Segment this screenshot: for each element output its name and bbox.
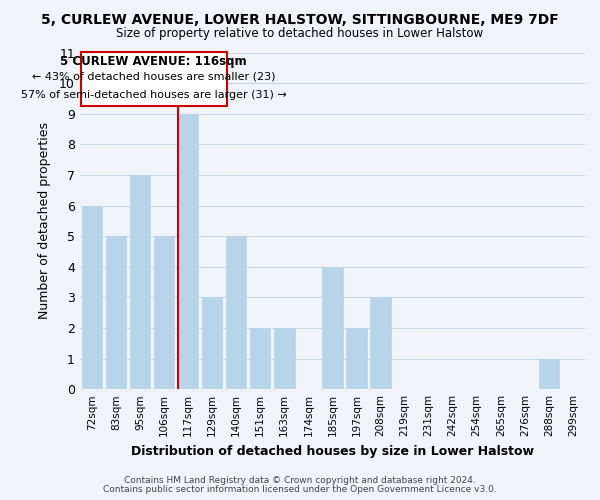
Bar — [539, 358, 559, 389]
Bar — [178, 114, 198, 389]
Bar — [274, 328, 295, 389]
X-axis label: Distribution of detached houses by size in Lower Halstow: Distribution of detached houses by size … — [131, 444, 534, 458]
Bar — [82, 206, 102, 389]
Text: 57% of semi-detached houses are larger (31) →: 57% of semi-detached houses are larger (… — [21, 90, 287, 100]
Bar — [226, 236, 247, 389]
Bar — [370, 298, 391, 389]
Y-axis label: Number of detached properties: Number of detached properties — [38, 122, 51, 320]
Bar — [81, 52, 227, 106]
Bar — [130, 175, 150, 389]
Text: Contains HM Land Registry data © Crown copyright and database right 2024.: Contains HM Land Registry data © Crown c… — [124, 476, 476, 485]
Bar — [250, 328, 271, 389]
Text: 5, CURLEW AVENUE, LOWER HALSTOW, SITTINGBOURNE, ME9 7DF: 5, CURLEW AVENUE, LOWER HALSTOW, SITTING… — [41, 12, 559, 26]
Text: Size of property relative to detached houses in Lower Halstow: Size of property relative to detached ho… — [116, 28, 484, 40]
Bar — [322, 267, 343, 389]
Text: 5 CURLEW AVENUE: 116sqm: 5 CURLEW AVENUE: 116sqm — [61, 54, 247, 68]
Bar — [154, 236, 174, 389]
Text: ← 43% of detached houses are smaller (23): ← 43% of detached houses are smaller (23… — [32, 72, 275, 82]
Text: Contains public sector information licensed under the Open Government Licence v3: Contains public sector information licen… — [103, 485, 497, 494]
Bar — [202, 298, 223, 389]
Bar — [346, 328, 367, 389]
Bar — [106, 236, 126, 389]
